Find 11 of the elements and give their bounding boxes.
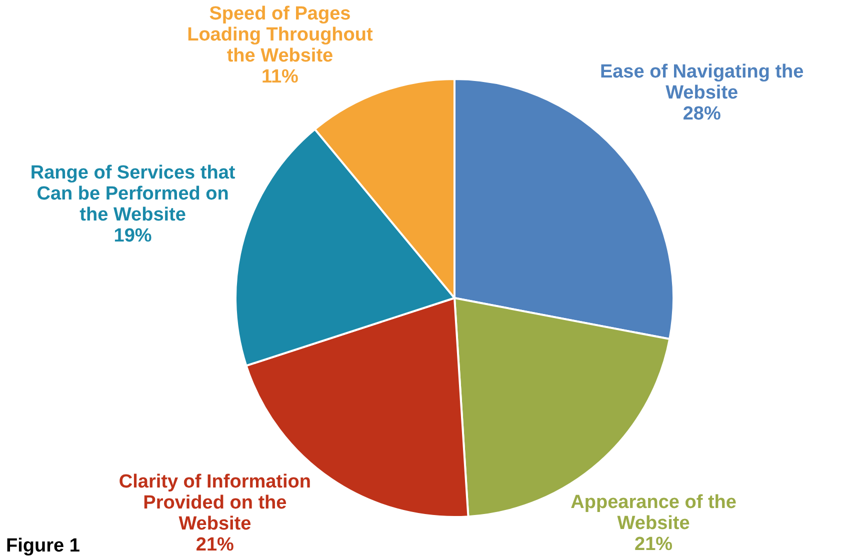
slice-label: Ease of Navigating the Website: [600, 62, 804, 104]
data-label: 28%: [682, 104, 721, 125]
slice-label: Appearance of the Website: [570, 492, 736, 534]
caption: Figure 1: [6, 536, 80, 557]
data-label: 11%: [261, 66, 299, 88]
data-label: 19%: [114, 225, 152, 246]
slice-label: Clarity of Information Provided on the Website: [118, 472, 312, 535]
data-label: 21%: [634, 534, 673, 556]
data-label: 21%: [196, 534, 234, 556]
slice-label: Range of Services that Can be Performed on the Website: [30, 162, 236, 226]
slice-label: Speed of Pages Loading Throughout the Website: [187, 4, 374, 67]
